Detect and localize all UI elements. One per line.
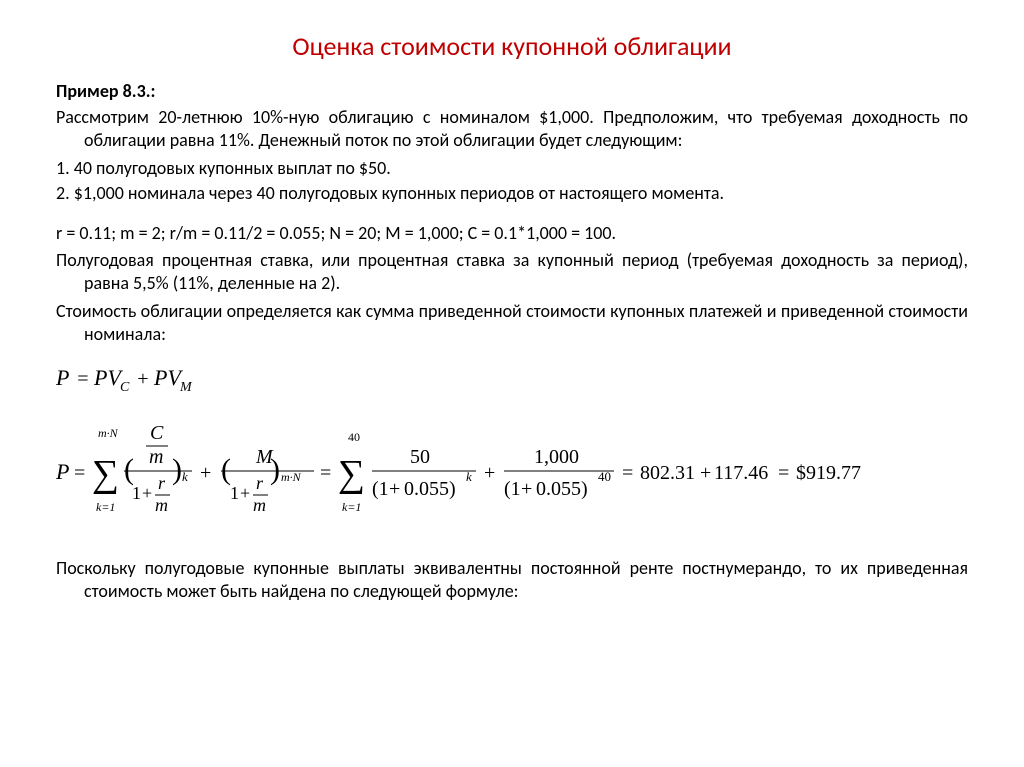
svg-text:+: + [240,483,250,503]
svg-text:=: = [622,462,633,484]
svg-text:∑: ∑ [338,453,365,495]
svg-text:(1: (1 [372,478,389,500]
svg-text:0.055): 0.055) [404,478,456,500]
intro-paragraph: Рассмотрим 20-летнюю 10%-ную облигацию с… [56,106,968,153]
svg-text:(: ( [124,453,134,486]
rate-paragraph: Полугодовая процентная ставка, или проце… [56,249,968,296]
svg-text:k=1: k=1 [342,500,361,514]
svg-text:∑: ∑ [92,453,119,495]
svg-text:k: k [466,469,472,484]
svg-text:=: = [76,368,90,390]
svg-text:m: m [155,495,168,515]
svg-text:+: + [142,483,152,503]
svg-text:P: P [56,459,69,484]
svg-text:+: + [700,462,711,484]
svg-text:r: r [256,473,264,493]
svg-text:1,000: 1,000 [534,446,579,468]
svg-text:m·N: m·N [281,470,302,484]
svg-text:+: + [389,478,400,500]
svg-text:0.055): 0.055) [536,478,588,500]
list-item-1: 1. 40 полугодовых купонных выплат по $50… [56,157,968,180]
svg-text:+: + [200,462,211,484]
list-item-2: 2. $1,000 номинала через 40 полугодовых … [56,182,968,205]
svg-text:40: 40 [348,430,360,444]
svg-text:): ) [270,453,280,486]
svg-text:r: r [158,473,166,493]
svg-text:50: 50 [410,446,430,468]
parameters-line: r = 0.11; m = 2; r/m = 0.11/2 = 0.055; N… [56,222,968,245]
svg-text:): ) [172,453,182,486]
svg-text:1: 1 [230,483,239,503]
svg-text:m: m [149,446,163,468]
svg-text:P: P [56,365,69,390]
svg-text:=: = [74,462,85,484]
svg-text:=: = [320,462,331,484]
svg-text:C: C [150,422,164,444]
svg-text:m·N: m·N [98,426,119,440]
formula-pv-sum: P = PV C + PV M [56,365,968,401]
value-paragraph: Стоимость облигации определяется как сум… [56,300,968,347]
svg-text:m: m [253,495,266,515]
svg-text:=: = [778,462,789,484]
svg-text:M: M [179,380,193,395]
svg-text:+: + [136,368,150,390]
svg-text:(: ( [221,453,231,486]
svg-text:1: 1 [132,483,141,503]
svg-text:+: + [521,478,532,500]
svg-text:C: C [120,380,130,395]
svg-text:802.31: 802.31 [640,462,695,484]
svg-text:$919.77: $919.77 [796,462,861,484]
svg-text:k: k [182,469,188,484]
svg-text:40: 40 [598,469,611,484]
svg-text:(1: (1 [504,478,521,500]
page-title: Оценка стоимости купонной облигации [56,30,968,62]
svg-text:PV: PV [153,365,183,390]
example-label: Пример 8.3.: [56,80,968,102]
svg-text:k=1: k=1 [96,500,115,514]
svg-text:PV: PV [93,365,123,390]
footer-paragraph: Поскольку полугодовые купонные выплаты э… [56,557,968,604]
svg-text:+: + [484,462,495,484]
formula-main: P = m·N ∑ k=1 C m ( 1 + r m ) k + M [56,419,968,529]
svg-text:117.46: 117.46 [714,462,768,484]
